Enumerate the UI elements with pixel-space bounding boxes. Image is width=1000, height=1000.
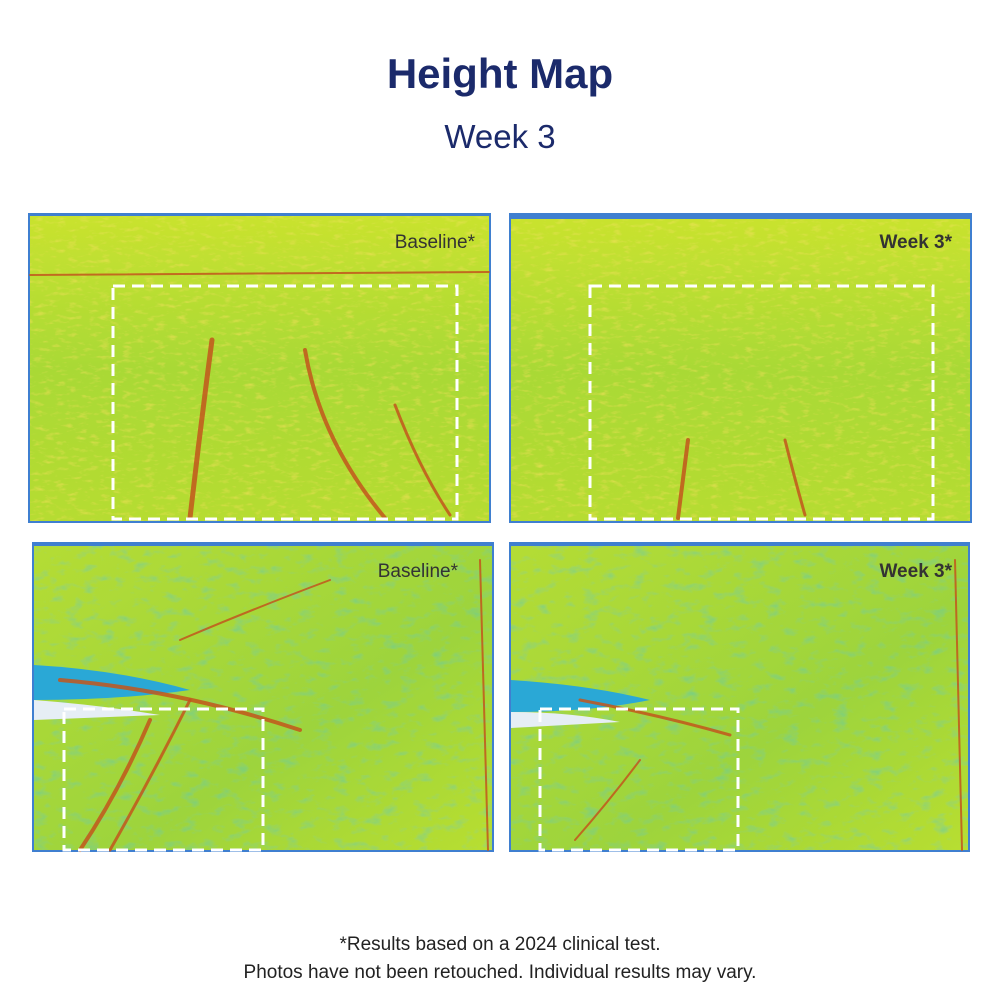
panel-label: Baseline*	[395, 232, 476, 253]
height-map-panel: Baseline*	[28, 213, 491, 523]
height-map-panel: Week 3*	[509, 542, 970, 852]
panel-label: Baseline*	[378, 561, 459, 582]
height-map-panel: Week 3*	[509, 213, 972, 523]
height-map-panel: Baseline*	[32, 542, 494, 852]
subtitle: Week 3	[444, 118, 555, 155]
footnote: Photos have not been retouched. Individu…	[244, 962, 757, 983]
panel-label: Week 3*	[879, 561, 952, 582]
title: Height Map	[387, 50, 613, 97]
panel-label: Week 3*	[879, 232, 952, 253]
footnote: *Results based on a 2024 clinical test.	[339, 934, 660, 955]
